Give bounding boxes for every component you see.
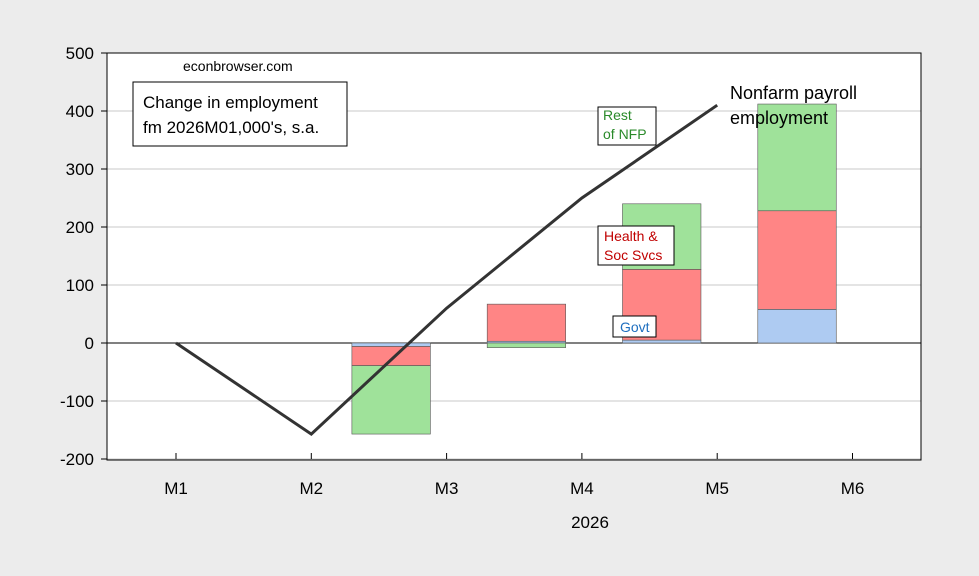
x-tick-label: M2 [299, 479, 323, 498]
y-tick-label: 400 [66, 102, 94, 121]
y-tick-label: 200 [66, 218, 94, 237]
bar [757, 210, 837, 310]
line [175, 103, 719, 436]
series-label: Nonfarm payroll employment [730, 83, 857, 128]
series-label: Health & Soc Svcs [604, 228, 662, 263]
bar [351, 365, 431, 435]
bar [622, 339, 702, 344]
bar [486, 342, 566, 348]
y-tick-label: -200 [60, 450, 94, 469]
y-tick-label: -100 [60, 392, 94, 411]
bar [351, 342, 431, 347]
x-tick-label: M6 [841, 479, 865, 498]
bar [351, 346, 431, 366]
source-note: econbrowser.com [183, 58, 293, 74]
series-label: Rest of NFP [603, 107, 647, 142]
bar [757, 103, 837, 212]
note: Change in employment fm 2026M01,000's, s.… [143, 93, 319, 137]
label-box [597, 106, 657, 146]
series-label: Govt [620, 319, 650, 335]
y-tick-label: 100 [66, 276, 94, 295]
x-axis-label: 2026 [571, 513, 609, 532]
y-tick-label: 500 [66, 44, 94, 63]
y-tick-label: 300 [66, 160, 94, 179]
bar [757, 309, 837, 344]
x-tick-label: M4 [570, 479, 594, 498]
x-tick-label: M1 [164, 479, 188, 498]
label-box [612, 315, 657, 338]
y-tick-label: 0 [85, 334, 94, 353]
bar [486, 303, 566, 342]
plot-frame [106, 52, 922, 461]
note-box [132, 81, 348, 147]
x-tick-label: M5 [705, 479, 729, 498]
label-box [597, 225, 675, 266]
x-tick-label: M3 [435, 479, 459, 498]
